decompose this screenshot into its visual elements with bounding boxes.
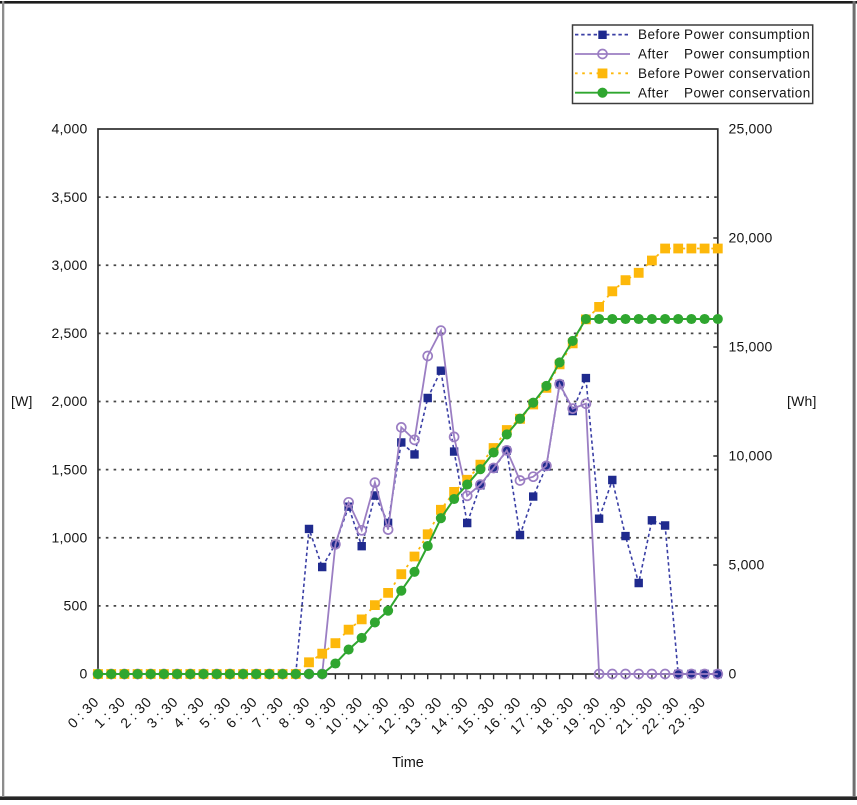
svg-text:2,500: 2,500 [51,325,87,341]
svg-text:Power conservation: Power conservation [684,66,811,81]
svg-text:After: After [638,85,669,100]
svg-text:15,000: 15,000 [729,339,773,355]
svg-text:0: 0 [729,666,737,682]
svg-text:2,000: 2,000 [51,393,87,409]
svg-text:25,000: 25,000 [729,121,773,137]
svg-text:After: After [638,47,669,62]
svg-text:[Wh]: [Wh] [787,393,817,409]
svg-text:Power consumption: Power consumption [684,47,810,62]
svg-text:Power consumption: Power consumption [684,27,810,42]
svg-text:Before: Before [638,66,680,81]
svg-text:Before: Before [638,27,680,42]
svg-text:5,000: 5,000 [729,557,765,573]
svg-text:3,500: 3,500 [51,189,87,205]
svg-text:1,000: 1,000 [51,530,87,546]
svg-text:500: 500 [64,598,88,614]
svg-text:Time: Time [392,755,424,771]
svg-text:Power conservation: Power conservation [684,85,811,100]
svg-text:0: 0 [80,666,88,682]
svg-text:10,000: 10,000 [729,448,773,464]
svg-text:20,000: 20,000 [729,230,773,246]
svg-text:1,500: 1,500 [51,461,87,477]
svg-text:[W]: [W] [11,393,33,409]
svg-text:3,000: 3,000 [51,257,87,273]
svg-text:4,000: 4,000 [51,121,87,137]
